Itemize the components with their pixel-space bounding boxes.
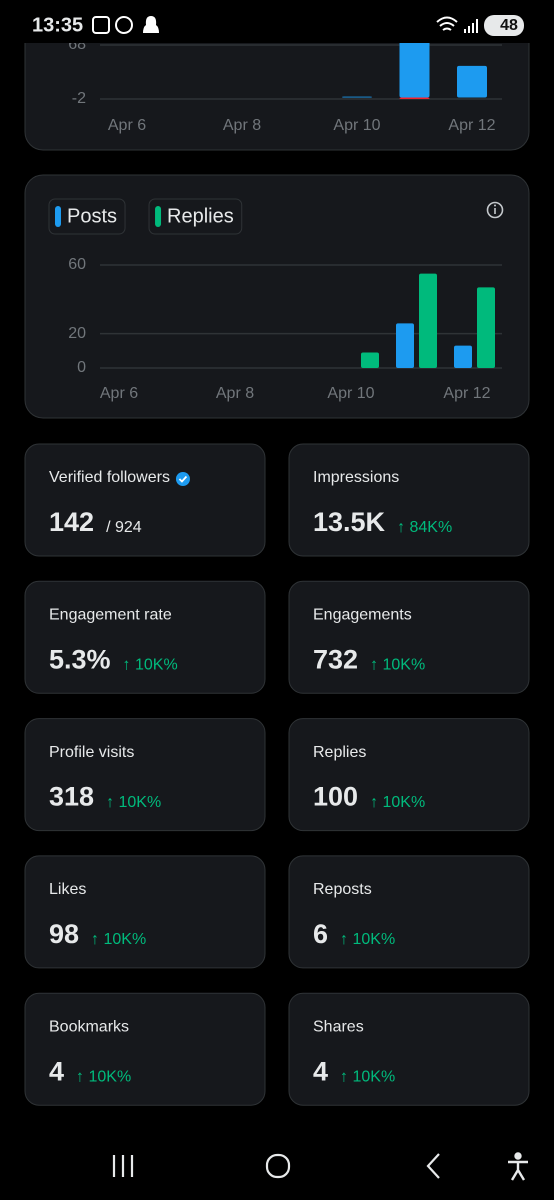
metric-card	[288, 855, 530, 969]
metric-card	[24, 855, 266, 969]
status-icon	[92, 16, 110, 34]
x-tick-label: Apr 6	[108, 117, 146, 134]
metric-label: Replies	[313, 744, 366, 761]
status-time: 13:35	[32, 14, 83, 36]
metric-change: ↑ 10K%	[340, 1068, 395, 1085]
x-tick-label: Apr 6	[100, 385, 138, 402]
battery	[484, 15, 524, 36]
status-icon	[115, 16, 133, 34]
bar	[396, 323, 414, 368]
nav-recents[interactable]	[112, 1155, 134, 1177]
signal-icon	[464, 19, 478, 33]
x-tick-label: Apr 10	[333, 117, 380, 134]
metric-value: 5.3%	[49, 644, 111, 674]
metric-label: Engagement rate	[49, 607, 172, 624]
y-tick-label: 20	[68, 325, 86, 342]
metric-card	[288, 992, 530, 1106]
y-tick-label: 0	[77, 359, 86, 376]
metric-card	[288, 443, 530, 557]
info-icon[interactable]	[486, 201, 504, 219]
status-icon	[143, 16, 159, 33]
metric-card	[24, 718, 266, 832]
metric-value: 732	[313, 644, 358, 674]
metric-label: Profile visits	[49, 744, 134, 761]
bar	[457, 65, 487, 98]
legend-swatch	[55, 206, 61, 227]
metric-card	[24, 992, 266, 1106]
metric-label: Verified followers	[49, 469, 170, 486]
metric-label: Reposts	[313, 881, 372, 898]
nav-back[interactable]	[426, 1153, 440, 1179]
metric-change: ↑ 10K%	[370, 794, 425, 811]
metric-change: ↑ 10K%	[106, 794, 161, 811]
x-tick-label: Apr 12	[443, 385, 490, 402]
metric-value: 4	[313, 1056, 328, 1086]
legend-label: Replies	[167, 205, 234, 227]
metric-value: 4	[49, 1056, 64, 1086]
metric-card	[24, 443, 266, 557]
y-tick-label: 60	[68, 256, 86, 273]
metric-label: Bookmarks	[49, 1018, 129, 1035]
bar	[419, 273, 437, 368]
metric-value: 13.5K	[313, 507, 386, 537]
metric-label: Shares	[313, 1018, 364, 1035]
verified-badge	[175, 472, 190, 486]
bar	[477, 287, 495, 368]
legend-pill	[48, 198, 126, 235]
metric-card	[24, 580, 266, 694]
bar	[399, 97, 430, 99]
legend-swatch	[155, 206, 162, 227]
metric-change: ↑ 10K%	[91, 931, 146, 948]
verified-badge	[178, 475, 188, 483]
metric-value: 6	[313, 919, 328, 949]
metric-label: Engagements	[313, 607, 412, 624]
bar	[342, 96, 372, 98]
wifi-icon	[436, 16, 458, 31]
x-tick-label: Apr 8	[216, 385, 254, 402]
x-tick-label: Apr 8	[223, 117, 261, 134]
bar	[399, 39, 430, 98]
metric-card	[288, 718, 530, 832]
y-tick-label: -2	[72, 90, 86, 107]
legend-pill	[148, 198, 243, 235]
nav-home[interactable]	[265, 1153, 291, 1179]
metric-value: 98	[49, 919, 79, 949]
metric-change: ↑ 10K%	[76, 1068, 131, 1085]
x-tick-label: Apr 12	[448, 117, 495, 134]
x-tick-label: Apr 10	[327, 385, 374, 402]
metric-value: 142	[49, 507, 94, 537]
metric-label: Likes	[49, 881, 86, 898]
info-icon	[494, 208, 496, 214]
metric-total: / 924	[106, 519, 142, 536]
metric-change: ↑ 84K%	[397, 519, 452, 536]
info-icon	[494, 204, 496, 207]
metric-label: Impressions	[313, 469, 399, 486]
bar	[454, 345, 472, 368]
battery-level: 48	[500, 17, 518, 34]
metric-value: 100	[313, 782, 358, 812]
legend-item[interactable]: Posts	[48, 198, 126, 235]
nav-accessibility[interactable]	[508, 1152, 528, 1181]
metric-change: ↑ 10K%	[370, 657, 425, 674]
legend-label: Posts	[67, 205, 117, 227]
metric-value: 318	[49, 782, 94, 812]
metric-change: ↑ 10K%	[340, 931, 395, 948]
metric-card	[288, 580, 530, 694]
bar	[361, 352, 379, 368]
legend-item[interactable]: Replies	[148, 198, 243, 235]
metric-change: ↑ 10K%	[123, 657, 178, 674]
